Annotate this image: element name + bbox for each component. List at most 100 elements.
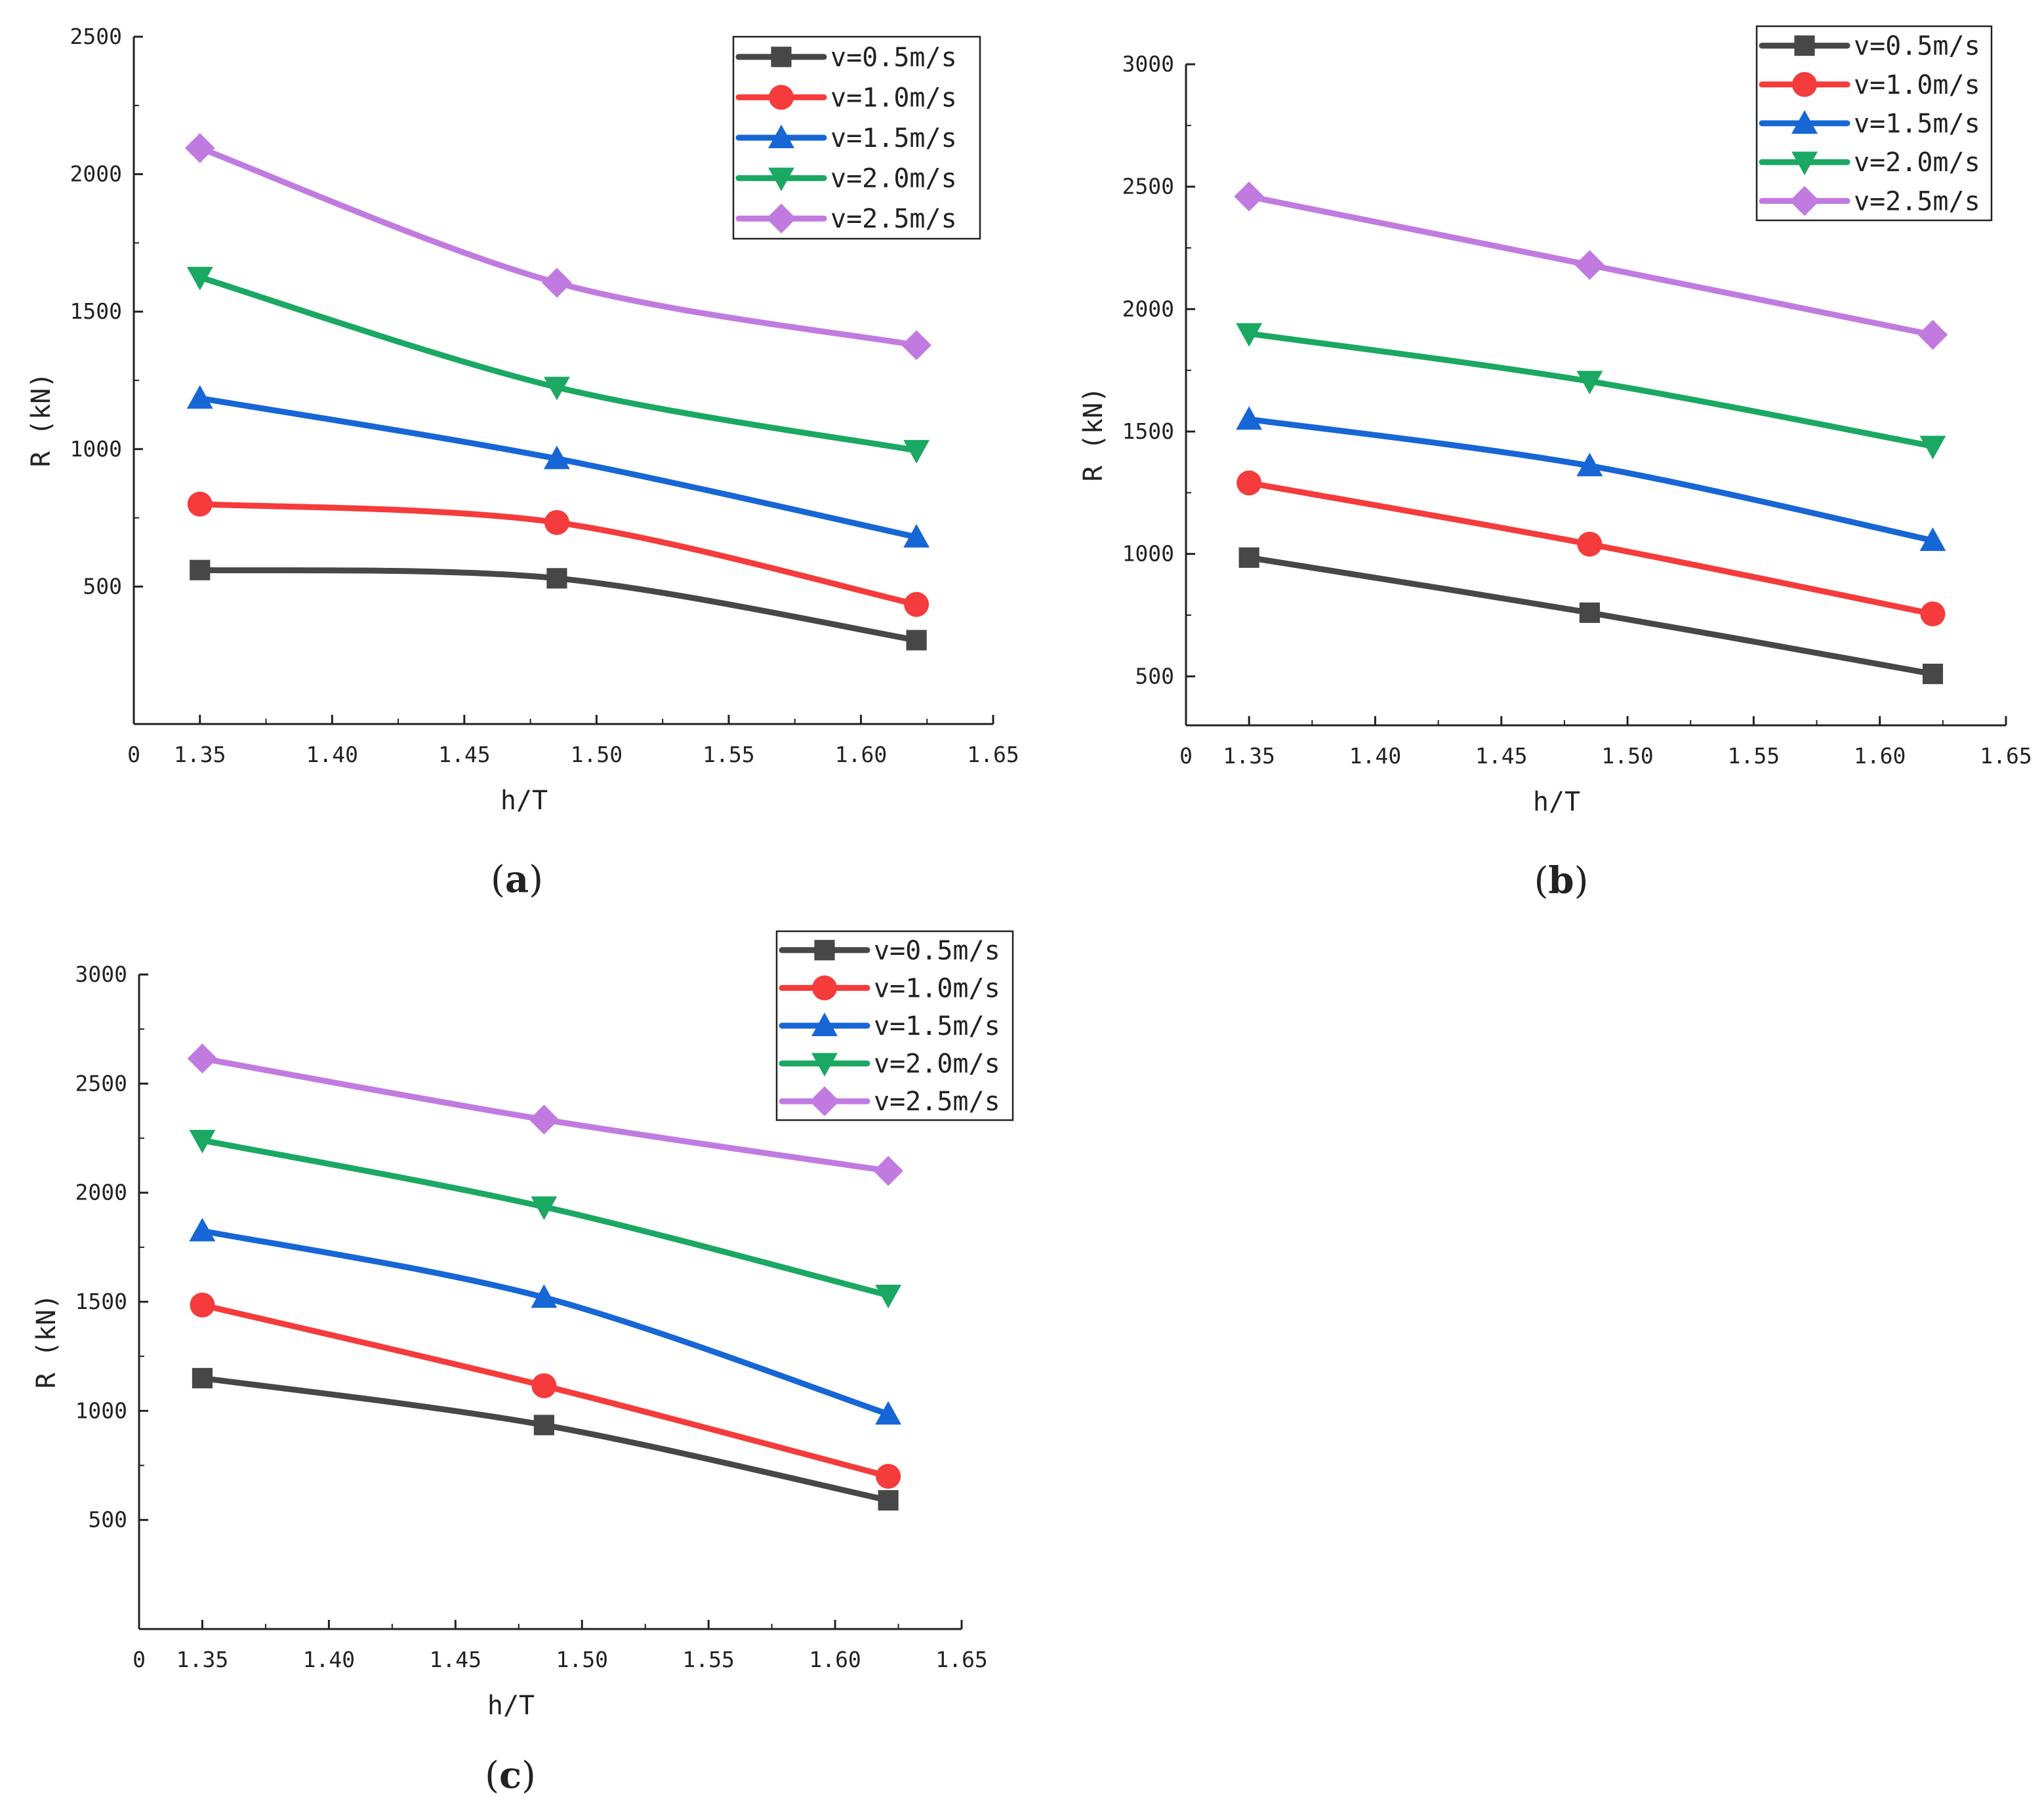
legend-label: v=2.0m/s xyxy=(874,1049,1000,1079)
series-1 xyxy=(1237,470,1946,627)
data-point xyxy=(543,376,570,401)
legend-swatch-marker xyxy=(1794,35,1815,56)
legend-swatch-marker xyxy=(812,975,837,1001)
y-tick-label: 1000 xyxy=(1122,541,1174,567)
data-point xyxy=(873,1156,903,1186)
chart-panel-c: 500 1000 1500 2000 2500 3000 1.35 1.40 1.45 1.50 1… xyxy=(31,930,1014,1797)
legend-swatch-marker xyxy=(766,203,796,233)
data-point xyxy=(876,1464,901,1489)
x-axis-title: h/T xyxy=(501,786,548,816)
series-4 xyxy=(1234,181,1948,350)
series-2 xyxy=(186,385,930,548)
x-tick-label: 1.45 xyxy=(1475,743,1527,769)
data-point xyxy=(1237,470,1262,496)
legend-swatch-marker xyxy=(811,1053,838,1077)
data-point xyxy=(186,385,213,409)
x-tick-label: 1.35 xyxy=(1223,743,1275,769)
legend-swatch-marker xyxy=(768,125,794,148)
series-3 xyxy=(1236,323,1946,460)
legend-item: v=1.0m/s xyxy=(1759,70,1980,100)
legend-label: v=1.0m/s xyxy=(830,83,957,113)
legend-item: v=1.0m/s xyxy=(735,83,957,113)
legend-item: v=2.5m/s xyxy=(735,203,957,234)
x-tick-label: 1.45 xyxy=(430,1647,481,1672)
y-tick-label: 2000 xyxy=(70,161,122,187)
series-0 xyxy=(192,1367,899,1511)
origin-label: 0 xyxy=(133,1647,146,1672)
legend-label: v=2.5m/s xyxy=(1854,186,1980,216)
x-tick-label: 1.50 xyxy=(571,742,623,767)
x-tick-label: 1.45 xyxy=(438,742,490,767)
y-tick-label: 500 xyxy=(88,1507,127,1533)
legend-swatch-marker xyxy=(809,1086,840,1116)
data-point xyxy=(190,559,211,580)
legend-item: v=2.5m/s xyxy=(779,1086,1000,1117)
data-point xyxy=(1579,602,1600,623)
legend-label: v=0.5m/s xyxy=(874,936,1000,966)
data-point xyxy=(906,630,927,651)
data-point xyxy=(546,568,567,589)
y-axis-title: R (kN) xyxy=(1078,387,1109,482)
y-tick-label: 500 xyxy=(83,573,122,599)
x-tick-label: 1.65 xyxy=(967,742,1019,767)
legend-swatch-marker xyxy=(1789,186,1820,216)
data-point xyxy=(1576,371,1603,395)
series-line xyxy=(197,274,920,454)
legend: v=0.5m/s v=1.0m/s v=1.5m/s v=2.0m/s v=2.5m/s xyxy=(732,35,981,240)
legend-label: v=1.5m/s xyxy=(874,1011,1000,1041)
data-point xyxy=(192,1367,213,1389)
y-tick-label: 1500 xyxy=(1122,418,1174,444)
legend-swatch-marker xyxy=(771,47,792,68)
data-point xyxy=(1920,601,1946,627)
y-tick-label: 1000 xyxy=(70,436,122,462)
y-tick-label: 2500 xyxy=(75,1070,127,1096)
legend-label: v=0.5m/s xyxy=(830,43,957,73)
y-tick-label: 500 xyxy=(1135,663,1174,689)
series-1 xyxy=(187,491,930,617)
x-tick-label: 1.55 xyxy=(703,742,754,767)
chart-panel-a: 500 1000 1500 2000 2500 1.35 1.40 1.45 1.50 1.55 1… xyxy=(26,24,1019,901)
legend-item: v=1.5m/s xyxy=(779,1011,1000,1041)
data-point xyxy=(531,1196,558,1220)
data-point xyxy=(1919,527,1946,552)
x-tick-label: 1.65 xyxy=(1980,743,2032,769)
series-3 xyxy=(189,1129,902,1308)
y-tick-label: 3000 xyxy=(75,961,127,987)
legend-item: v=2.0m/s xyxy=(779,1049,1000,1079)
y-tick-label: 3000 xyxy=(1122,51,1174,77)
data-point xyxy=(1238,547,1259,568)
legend-label: v=1.0m/s xyxy=(1854,70,1980,100)
legend-swatch-marker xyxy=(769,85,794,110)
legend: v=0.5m/s v=1.0m/s v=1.5m/s v=2.0m/s v=2.5m/s xyxy=(1755,25,1993,222)
legend-label: v=1.5m/s xyxy=(830,123,957,153)
series-2 xyxy=(189,1217,902,1425)
x-axis-title: h/T xyxy=(487,1691,535,1721)
data-point xyxy=(901,330,931,361)
data-point xyxy=(1574,250,1605,280)
data-point xyxy=(1917,319,1948,350)
legend-swatch-marker xyxy=(1791,151,1818,176)
data-point xyxy=(903,439,930,464)
y-tick-label: 2500 xyxy=(1122,174,1174,199)
legend-label: v=1.5m/s xyxy=(1854,109,1980,139)
series-0 xyxy=(1238,547,1944,685)
series-3 xyxy=(186,266,930,464)
x-tick-label: 1.55 xyxy=(682,1647,734,1672)
x-tick-label: 1.65 xyxy=(935,1647,987,1672)
x-tick-label: 1.60 xyxy=(809,1647,861,1672)
legend-item: v=2.0m/s xyxy=(1759,148,1980,178)
data-point xyxy=(190,1292,215,1318)
data-point xyxy=(878,1490,899,1511)
data-point xyxy=(1576,453,1603,477)
series-line xyxy=(199,1137,891,1299)
origin-label: 0 xyxy=(1179,743,1193,769)
x-axis-title: h/T xyxy=(1533,787,1580,817)
x-tick-label: 1.40 xyxy=(306,742,358,767)
data-point xyxy=(543,445,570,470)
x-tick-label: 1.35 xyxy=(174,742,226,767)
series-4 xyxy=(187,1043,903,1186)
origin-label: 0 xyxy=(127,742,140,767)
legend-item: v=1.5m/s xyxy=(1759,109,1980,139)
data-point xyxy=(187,1043,218,1074)
